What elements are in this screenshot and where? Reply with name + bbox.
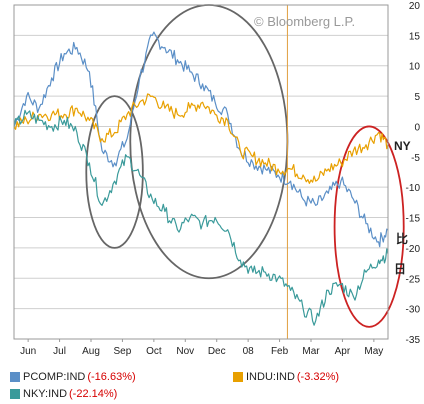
- highlight-ellipse-red: [333, 125, 405, 328]
- plot-border: [13, 4, 389, 340]
- x-tick-label: Nov: [176, 346, 194, 357]
- x-tick-label: Feb: [271, 346, 289, 357]
- legend-swatch-nky: [10, 389, 20, 399]
- y-tick-label: -25: [406, 274, 421, 285]
- side-label-day: 日: [394, 262, 406, 276]
- legend-change-nky: (-22.14%): [69, 388, 118, 400]
- legend-indu: INDU:IND (-3.32%): [233, 371, 339, 383]
- side-label-hi: 比: [396, 231, 408, 246]
- x-tick-label: Dec: [208, 346, 226, 357]
- y-tick-label: 15: [409, 31, 421, 42]
- highlight-ellipse-gray: [85, 95, 144, 249]
- x-tick-label: Aug: [82, 346, 100, 357]
- x-tick-label: Oct: [146, 346, 162, 357]
- x-tick-label: Jun: [20, 346, 36, 357]
- y-tick-label: -20: [406, 244, 421, 255]
- legend-change-indu: (-3.32%): [296, 371, 340, 383]
- legend-label-indu: INDU:IND: [246, 371, 295, 383]
- legend-pcomp: PCOMP:IND (-16.63%): [10, 371, 136, 383]
- annotations: [85, 4, 405, 339]
- y-tick-label: -10: [406, 183, 421, 194]
- x-tick-label: Apr: [335, 346, 351, 357]
- legend-swatch-pcomp: [10, 372, 20, 382]
- y-tick-label: 20: [409, 1, 421, 12]
- series-line-nky: [13, 109, 389, 326]
- x-tick-label: 08: [243, 346, 255, 357]
- x-tick-label: May: [364, 346, 383, 357]
- legend-label-nky: NKY:IND: [23, 388, 68, 400]
- y-tick-label: 10: [409, 62, 421, 73]
- y-tick-labels: 20 15 10 5 0 -5 -10 -15 -20 -25 -30 -35: [406, 1, 421, 346]
- x-tick-label: Sep: [114, 346, 132, 357]
- x-tick-labels: Jun Jul Aug Sep Oct Nov Dec 08 Feb Mar Apr May: [20, 339, 383, 357]
- legend-change-pcomp: (-16.63%): [87, 371, 136, 383]
- y-tick-label: -15: [406, 214, 421, 225]
- plot-background: [14, 5, 388, 339]
- legend-swatch-indu: [233, 372, 243, 382]
- watermark: © Bloomberg L.P.: [254, 14, 355, 29]
- series-lines: [13, 31, 389, 326]
- y-tick-label: 0: [414, 122, 420, 133]
- legend-label-pcomp: PCOMP:IND: [23, 371, 86, 383]
- series-line-indu: [13, 93, 389, 184]
- series-line-pcomp: [13, 31, 389, 248]
- y-tick-label: -30: [406, 305, 421, 316]
- y-tick-label: -35: [406, 335, 421, 346]
- y-tick-label: 5: [414, 92, 420, 103]
- side-label-ny: NY: [394, 139, 411, 153]
- x-tick-label: Mar: [302, 346, 320, 357]
- y-tick-label: -5: [411, 153, 420, 164]
- x-tick-label: Jul: [53, 346, 66, 357]
- legend-nky: NKY:IND (-22.14%): [10, 388, 117, 400]
